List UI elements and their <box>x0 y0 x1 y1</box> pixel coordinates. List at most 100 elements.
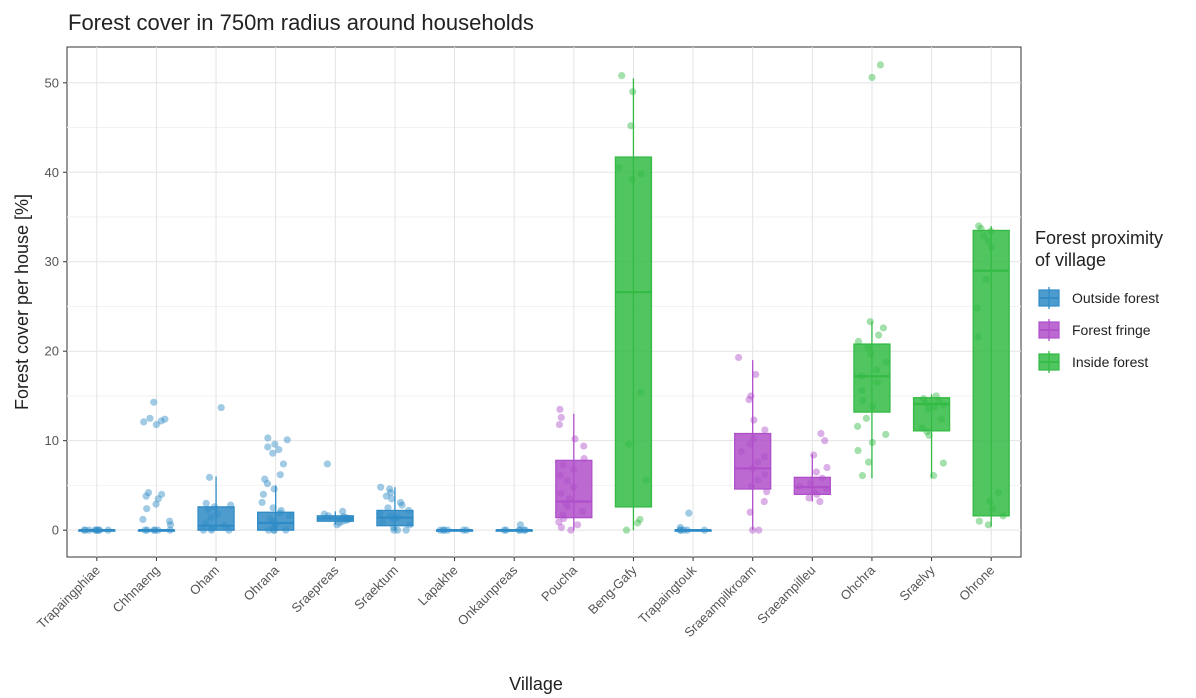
data-point <box>750 416 758 424</box>
data-point <box>520 526 528 534</box>
data-point <box>922 399 930 407</box>
x-tick-label: Onkaunpreas <box>455 562 521 628</box>
data-point <box>225 526 233 534</box>
data-point <box>213 510 222 518</box>
x-axis: Trapaingphiae Chhnaeng Oham Ohrana Sraepreas… <box>34 557 997 640</box>
legend-label: Inside forest <box>1072 354 1148 370</box>
data-point <box>92 526 101 534</box>
data-point <box>146 414 154 422</box>
data-point <box>932 392 940 400</box>
box <box>614 156 653 508</box>
data-point <box>573 521 582 529</box>
plot-panel <box>66 46 1022 558</box>
data-point <box>761 471 769 479</box>
box-sraektum <box>376 487 414 531</box>
y-axis-title: Forest cover per house [%] <box>12 194 32 410</box>
data-point <box>853 422 862 430</box>
data-point <box>220 522 228 530</box>
data-point <box>749 464 757 473</box>
data-point <box>144 488 153 497</box>
legend-item-forest-fringe: Forest fringe <box>1035 319 1151 341</box>
data-point <box>615 164 623 172</box>
legend-item-inside-forest: Inside forest <box>1035 351 1148 373</box>
data-point <box>984 521 992 529</box>
data-point <box>873 378 881 387</box>
data-point <box>143 505 151 513</box>
data-point <box>571 435 579 443</box>
data-point <box>217 403 225 412</box>
data-point <box>930 403 939 411</box>
box-sraelvy <box>912 394 951 479</box>
data-point <box>749 435 758 443</box>
x-tick-label: Ohrana <box>241 562 283 604</box>
data-point <box>275 446 283 454</box>
legend: Forest proximity of village Outside fore… <box>1035 228 1163 373</box>
data-point <box>974 333 982 341</box>
data-point <box>813 490 821 498</box>
data-point <box>202 519 210 527</box>
box-ohchra <box>853 321 891 479</box>
data-point <box>734 353 743 362</box>
data-point <box>760 497 768 506</box>
data-point <box>269 504 277 512</box>
data-point <box>342 514 350 522</box>
data-point <box>227 501 235 509</box>
data-point <box>152 420 160 429</box>
data-point <box>141 526 149 534</box>
data-point <box>140 418 148 426</box>
data-point <box>261 475 269 483</box>
data-point <box>737 447 745 456</box>
data-point <box>987 227 995 235</box>
data-point <box>396 498 405 507</box>
y-tick-label: 0 <box>52 523 59 538</box>
data-point <box>259 490 267 498</box>
legend-label: Forest fringe <box>1072 322 1151 338</box>
data-point <box>104 526 112 534</box>
y-tick-label: 30 <box>45 254 59 269</box>
data-point <box>515 526 523 534</box>
box-onkaunpreas <box>495 529 533 532</box>
data-point <box>869 403 877 411</box>
data-point <box>282 526 290 534</box>
data-point <box>270 523 278 532</box>
data-point <box>405 506 413 515</box>
data-point <box>384 504 392 512</box>
data-point <box>270 518 278 526</box>
data-point <box>382 492 390 500</box>
box-oham <box>197 476 235 531</box>
data-point <box>564 503 572 511</box>
data-point <box>700 526 709 534</box>
box-ohrana <box>257 485 295 531</box>
data-point <box>335 519 344 527</box>
data-point <box>883 358 891 366</box>
box-trapaingphiae <box>78 529 116 532</box>
data-point <box>818 474 826 482</box>
data-point <box>879 324 888 332</box>
data-point <box>795 482 804 490</box>
data-point <box>202 499 210 507</box>
box <box>555 459 593 519</box>
box <box>972 229 1010 517</box>
data-point <box>761 426 769 434</box>
legend-title-line-1: Forest proximity <box>1035 228 1163 248</box>
box-sraepreas <box>316 511 354 525</box>
legend-label: Outside forest <box>1072 290 1159 306</box>
data-point <box>761 453 769 461</box>
data-point <box>977 225 985 233</box>
x-tick-label: Sraepreas <box>288 562 341 615</box>
box <box>734 432 772 490</box>
data-point <box>151 526 159 534</box>
boxes <box>78 78 1010 532</box>
data-point <box>939 459 947 467</box>
box-chhnaeng <box>137 529 176 532</box>
data-point <box>521 526 529 534</box>
data-point <box>636 515 644 524</box>
box-beng-gafy <box>614 78 653 531</box>
data-point <box>923 428 931 436</box>
data-point <box>857 372 866 380</box>
data-point <box>556 405 564 413</box>
data-point <box>925 431 933 439</box>
data-point <box>462 526 471 534</box>
data-point <box>439 526 447 534</box>
data-point <box>882 430 890 439</box>
